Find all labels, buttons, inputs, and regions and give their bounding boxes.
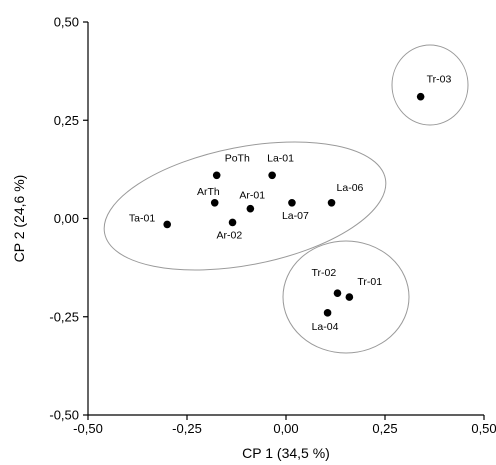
data-point — [288, 198, 296, 207]
point-label: Tr-03 — [427, 74, 452, 86]
data-point — [163, 220, 171, 229]
point-label: La-06 — [337, 182, 364, 194]
point-label: ArTh — [197, 186, 220, 198]
point-labels: Ta-01 ArTh PoTh Ar-02 Ar-01 La-01 La-07 La-06 Tr… — [129, 74, 452, 333]
data-point — [210, 198, 219, 207]
y-tick-label: 0,00 — [54, 211, 79, 226]
point-label: Ta-01 — [129, 212, 155, 224]
data-point — [228, 218, 237, 227]
point-label: Ar-01 — [239, 190, 265, 202]
data-point — [333, 289, 342, 297]
x-tick-label: -0,25 — [172, 421, 202, 436]
point-label: La-01 — [267, 152, 294, 164]
point-label: Tr-02 — [311, 267, 336, 279]
point-label: La-04 — [312, 321, 339, 333]
y-ticks: -0,50 -0,25 0,00 0,25 0,50 — [49, 15, 88, 423]
data-point — [246, 204, 255, 213]
point-label: PoTh — [225, 152, 250, 164]
y-tick-label: 0,50 — [54, 15, 79, 30]
x-tick-label: -0,50 — [73, 421, 103, 436]
x-tick-label: 0,00 — [273, 421, 298, 436]
data-point — [323, 309, 332, 317]
group-ellipse-3 — [391, 44, 469, 126]
data-point — [327, 198, 336, 207]
point-label: La-07 — [282, 210, 309, 222]
data-points — [163, 92, 425, 317]
y-tick-label: 0,25 — [54, 113, 79, 128]
y-tick-label: -0,50 — [49, 408, 79, 423]
group-ellipse-1 — [103, 141, 387, 271]
y-axis-title: CP 2 (24,6 %) — [11, 175, 27, 263]
group-ellipses — [103, 44, 469, 354]
x-tick-label: 0,25 — [372, 421, 397, 436]
data-point — [345, 293, 354, 301]
point-label: Ar-02 — [217, 229, 243, 241]
x-axis-title: CP 1 (34,5 %) — [242, 445, 330, 461]
data-point — [416, 92, 425, 101]
group-ellipse-2 — [282, 240, 410, 354]
x-tick-label: 0,50 — [471, 421, 496, 436]
point-label: Tr-01 — [357, 276, 382, 288]
data-point — [212, 171, 221, 180]
y-tick-label: -0,25 — [49, 309, 79, 324]
data-point — [268, 171, 276, 180]
x-ticks: -0,50 -0,25 0,00 0,25 0,50 — [73, 415, 496, 436]
